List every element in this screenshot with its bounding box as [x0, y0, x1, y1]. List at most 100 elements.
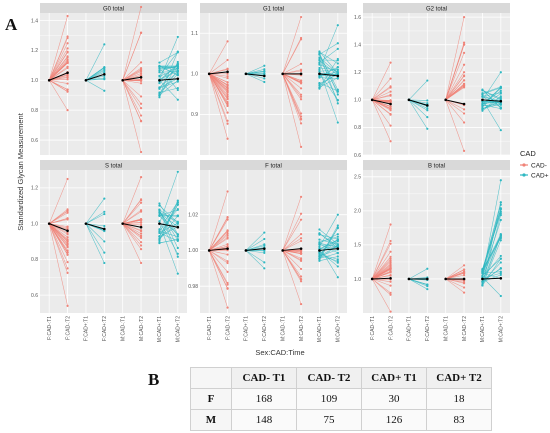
mean-point	[103, 72, 106, 76]
paired-line	[245, 73, 265, 83]
paired-line	[482, 88, 501, 106]
x-tick-label: M:CAD+:T1	[157, 316, 163, 342]
mean-point	[121, 222, 124, 225]
data-point	[389, 310, 392, 313]
data-point	[226, 87, 229, 90]
paired-line	[122, 80, 142, 97]
paired-line	[159, 66, 178, 76]
paired-line	[48, 51, 68, 81]
data-point	[158, 71, 161, 74]
paired-line	[122, 73, 142, 81]
data-point	[462, 272, 466, 275]
paired-line	[319, 229, 338, 245]
mean-point	[103, 227, 106, 231]
data-point	[336, 240, 339, 243]
data-point	[226, 230, 229, 233]
paired-line	[319, 53, 339, 104]
legend-entry-cad-pos: CAD+	[531, 173, 549, 180]
mean-point	[226, 247, 229, 250]
data-point	[226, 232, 229, 235]
data-point	[389, 124, 392, 127]
data-point	[318, 50, 321, 53]
paired-line	[282, 73, 302, 114]
facet-strip	[200, 160, 347, 170]
paired-line	[445, 52, 465, 100]
x-tick-label: F:CAD+:T1	[407, 316, 413, 341]
paired-line	[159, 209, 179, 249]
data-point	[158, 241, 161, 244]
paired-line	[371, 62, 391, 100]
data-point	[139, 61, 143, 64]
paired-line	[159, 67, 179, 91]
data-point	[389, 264, 392, 267]
paired-line	[159, 205, 178, 223]
table-cell: 18	[426, 388, 492, 410]
data-point	[499, 103, 502, 106]
paired-line	[122, 223, 142, 232]
data-point	[66, 217, 69, 220]
data-point	[389, 94, 392, 97]
data-point	[139, 218, 143, 221]
data-point	[299, 81, 303, 84]
paired-line	[482, 267, 501, 283]
paired-line	[208, 219, 228, 251]
mean-point	[176, 77, 180, 81]
y-tick-label: 1.00	[188, 248, 198, 254]
table-header-cad-pos-t1: CAD+ T1	[361, 367, 427, 389]
data-point	[462, 86, 466, 89]
data-point	[299, 68, 303, 71]
y-tick-label: 0.6	[354, 153, 361, 159]
data-point	[66, 267, 69, 270]
paired-line	[445, 44, 465, 100]
data-point	[481, 109, 484, 112]
data-point	[139, 176, 143, 179]
data-point	[139, 72, 143, 75]
x-tick-label: M:CAD-:T1	[280, 316, 286, 341]
data-point	[499, 208, 502, 211]
data-point	[226, 261, 229, 265]
data-point	[389, 77, 392, 80]
data-point	[336, 99, 339, 102]
data-point	[158, 61, 161, 64]
x-tick-label: F:CAD-:T2	[388, 316, 394, 340]
paired-line	[159, 71, 178, 73]
paired-line	[445, 17, 465, 100]
data-point	[263, 72, 266, 76]
facet-panel-bg	[363, 13, 510, 155]
data-point	[462, 82, 466, 86]
y-tick-label: 1.0	[354, 277, 361, 283]
data-point	[158, 93, 161, 96]
data-point	[389, 107, 392, 110]
legend-key-cad-pos-dot	[522, 173, 526, 177]
paired-line	[48, 178, 68, 224]
data-point	[66, 242, 69, 245]
x-tick-label: M:CAD-:T1	[443, 316, 449, 341]
mean-point	[481, 98, 484, 102]
data-point	[158, 204, 161, 207]
paired-line	[85, 223, 105, 242]
paired-line	[208, 73, 228, 113]
mean-point	[66, 229, 69, 233]
data-point	[499, 236, 502, 239]
data-point	[226, 104, 229, 108]
data-point	[299, 117, 303, 120]
data-point	[139, 114, 143, 117]
paired-line	[122, 199, 142, 224]
data-point	[426, 99, 429, 102]
data-point	[318, 252, 321, 255]
paired-line	[122, 209, 142, 224]
paired-line	[371, 278, 391, 312]
x-tick-label: F:CAD-:T1	[207, 316, 213, 340]
data-point	[66, 109, 69, 112]
paired-line	[159, 200, 179, 242]
legend-title: CAD	[520, 149, 536, 158]
paired-line	[122, 80, 142, 109]
paired-line	[319, 51, 339, 74]
data-point	[176, 272, 179, 275]
paired-line	[445, 274, 465, 280]
data-point	[299, 79, 303, 82]
data-point	[226, 58, 229, 62]
data-point	[176, 98, 179, 101]
x-tick-label: F:CAD+:T2	[102, 316, 108, 341]
mean-point	[244, 72, 248, 76]
